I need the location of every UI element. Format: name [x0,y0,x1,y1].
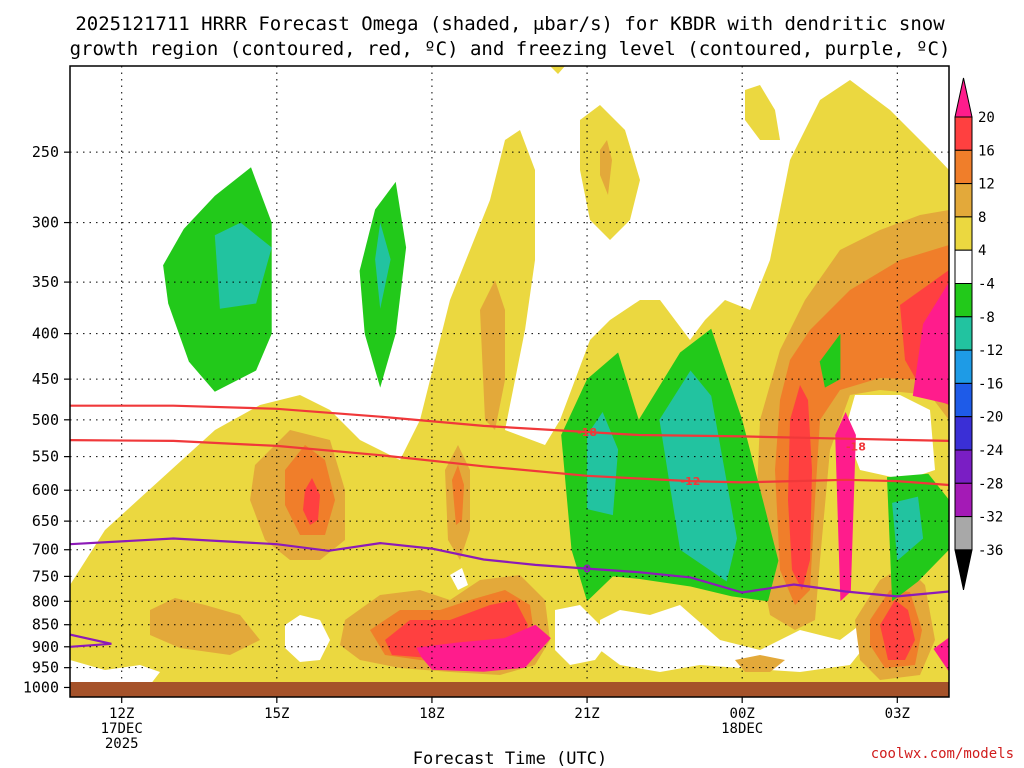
colorbar-bottom-triangle [955,550,972,590]
y-tick-label: 1000 [23,678,59,696]
colorbar-label: -32 [978,510,1003,526]
dgz-contour-label: -12 [681,475,701,488]
freezing-contour-label: 0 [583,563,591,576]
colorbar-bin [955,350,972,383]
y-tick-label: 750 [32,567,59,585]
colorbar-label: 12 [978,177,995,193]
x-tick-label: 2025 [105,736,139,752]
y-tick-label: 950 [32,659,59,677]
colorbar-bin [955,417,972,450]
y-tick-label: 300 [32,214,59,232]
y-tick-label: 350 [32,273,59,291]
colorbar-label: -24 [978,443,1003,459]
y-tick-label: 900 [32,638,59,656]
y-tick-label: 550 [32,448,59,466]
dgz-contour-label: -18 [577,426,597,439]
y-tick-label: 850 [32,616,59,634]
y-tick-label: 450 [32,370,59,388]
x-tick-label: 12Z [109,706,134,722]
x-tick-label: 00Z [730,706,755,722]
colorbar-bin [955,250,972,283]
colorbar-label: -36 [978,543,1003,559]
y-tick-label: 800 [32,592,59,610]
colorbar-label: 16 [978,143,995,159]
chart-title-line2: growth region (contoured, red, ºC) and f… [70,38,951,60]
colorbar-bin [955,450,972,483]
colorbar-bin [955,117,972,150]
x-tick-label: 17DEC [101,721,143,737]
y-tick-label: 250 [32,143,59,161]
colorbar-bin [955,217,972,250]
colorbar-label: 20 [978,110,995,126]
colorbar-label: 8 [978,210,986,226]
dgz-contour-label: -18 [846,441,866,454]
colorbar-top-triangle [955,78,972,117]
omega-positive-16-right [788,385,812,590]
chart-title-line1: 2025121711 HRRR Forecast Omega (shaded, … [75,13,945,35]
colorbar-bin [955,284,972,317]
colorbar-label: 4 [978,243,986,259]
colorbar-label: -8 [978,310,995,326]
x-tick-label: 18DEC [721,721,763,737]
x-tick-label: 21Z [574,706,599,722]
y-tick-label: 400 [32,325,59,343]
x-tick-label: 03Z [885,706,910,722]
ground-surface [70,682,949,697]
colorbar-label: -20 [978,410,1003,426]
colorbar-label: -12 [978,343,1003,359]
colorbar-bin [955,184,972,217]
y-tick-label: 600 [32,481,59,499]
x-tick-label: 15Z [264,706,289,722]
colorbar-bin [955,383,972,416]
y-tick-label: 650 [32,512,59,530]
credit-label: coolwx.com/models [871,746,1014,762]
colorbar-label: -4 [978,277,995,293]
colorbar-bin [955,150,972,183]
y-axis: 250 300 350 400 450 500 550 600 650 700 750 800 850 9… [23,143,70,696]
y-tick-label: 500 [32,411,59,429]
colorbar: 20 16 12 8 4 -4 -8 -12 -16 -20 -24 -28 -32 -36 [955,78,1003,590]
y-tick-label: 700 [32,541,59,559]
cross-section-chart: 2025121711 HRRR Forecast Omega (shaded, … [0,0,1024,768]
colorbar-label: -28 [978,476,1003,492]
colorbar-bin [955,317,972,350]
colorbar-label: -16 [978,376,1003,392]
colorbar-bin [955,517,972,550]
x-tick-label: 18Z [419,706,444,722]
plot-area: -18 -12 -18 0 [70,66,965,697]
x-axis-label: Forecast Time (UTC) [413,749,607,768]
colorbar-bin [955,483,972,516]
